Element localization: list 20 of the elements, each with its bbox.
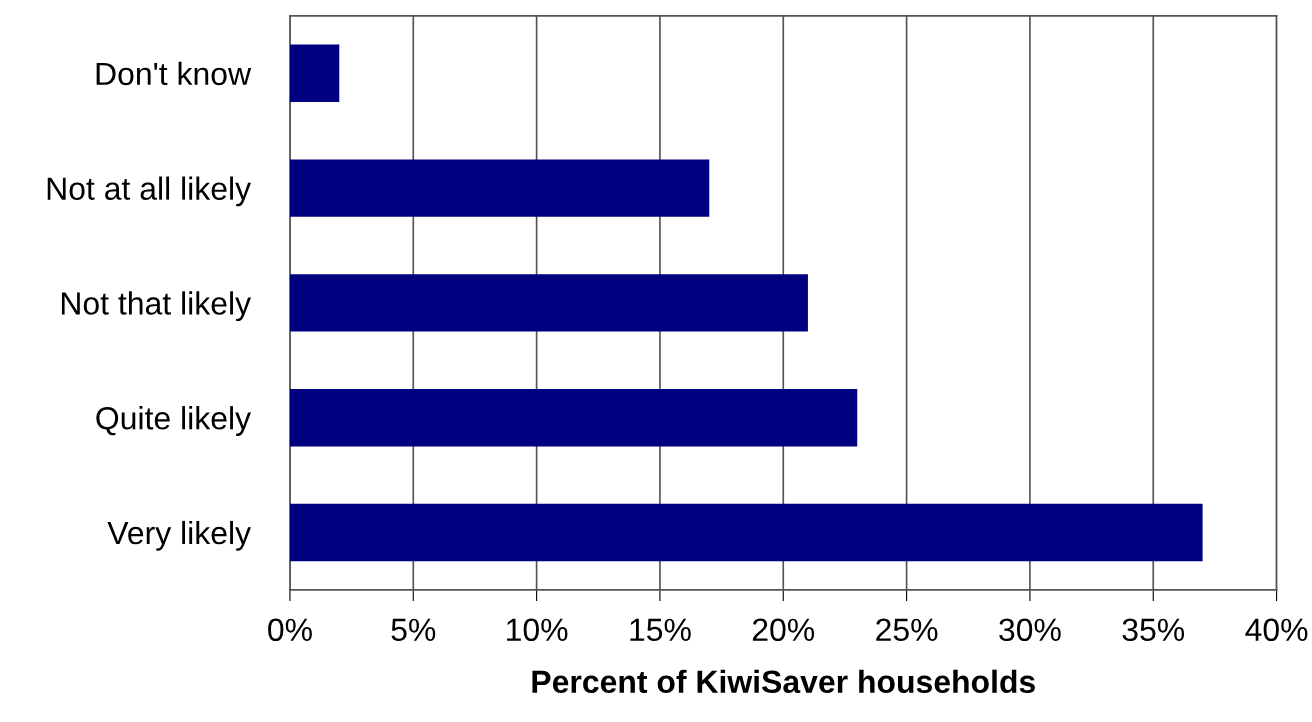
- x-tick-label: 10%: [507, 618, 568, 642]
- x-tick-label: 20%: [752, 618, 815, 642]
- x-tick-label: 25%: [876, 618, 938, 642]
- x-tick-label: 5%: [391, 618, 436, 642]
- y-tick-label: Quite likely: [96, 406, 252, 436]
- x-tick-label: 15%: [630, 618, 691, 642]
- x-tick-label: 40%: [1245, 618, 1308, 642]
- bar: [289, 159, 710, 217]
- y-tick-label: Not at all likely: [47, 176, 252, 207]
- x-tick-label: 30%: [999, 618, 1061, 642]
- x-axis-title: Percent of KiwiSaver households: [532, 669, 1035, 694]
- bar: [289, 388, 858, 447]
- bar: [289, 44, 340, 102]
- x-tick-label: 35%: [1122, 618, 1185, 642]
- y-tick-label: Don't know: [96, 61, 252, 86]
- y-tick-label: Very likely: [107, 520, 252, 551]
- x-tick-label: 0%: [268, 618, 312, 642]
- y-tick-label: Not that likely: [61, 291, 252, 322]
- bar: [289, 274, 808, 332]
- bar: [289, 503, 1203, 562]
